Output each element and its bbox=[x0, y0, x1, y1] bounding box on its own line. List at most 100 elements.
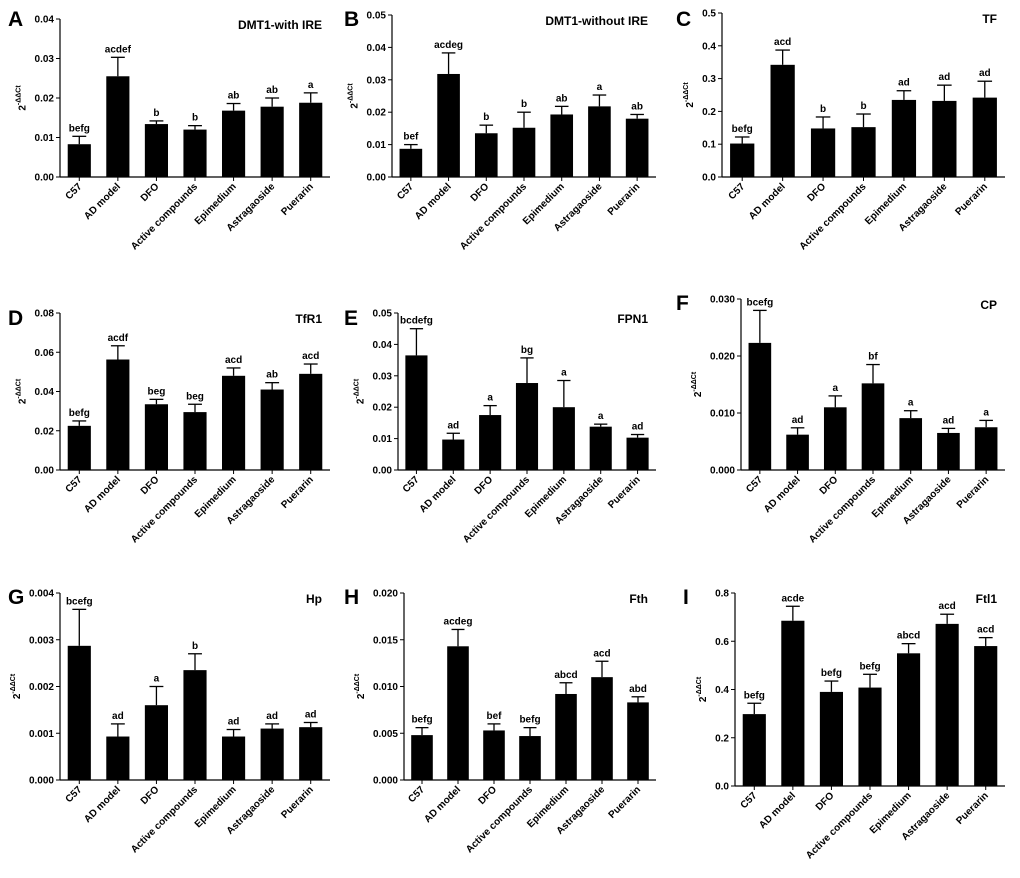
x-tick-label: Active compounds bbox=[129, 784, 200, 855]
x-tick-label: Active compounds bbox=[798, 181, 869, 252]
bar bbox=[899, 418, 923, 470]
y-axis-label: 2-ΔΔCt bbox=[16, 85, 29, 111]
significance-label: b bbox=[521, 99, 527, 110]
x-tick-label: DFO bbox=[814, 790, 837, 813]
significance-label: a bbox=[908, 398, 914, 409]
bar bbox=[591, 677, 613, 780]
x-tick-label: AD model bbox=[747, 181, 788, 222]
y-tick-label: 0.04 bbox=[35, 387, 55, 398]
x-tick-label: AD model bbox=[82, 474, 123, 515]
x-tick-label: DFO bbox=[469, 181, 492, 204]
y-axis-label: 2-ΔΔCt bbox=[348, 83, 361, 109]
x-tick-label: AD model bbox=[82, 784, 123, 825]
bar bbox=[106, 736, 130, 780]
y-tick-label: 0.010 bbox=[710, 409, 735, 420]
bar bbox=[627, 702, 649, 780]
y-tick-label: 0.015 bbox=[373, 635, 398, 646]
significance-label: befg bbox=[821, 668, 842, 679]
x-tick-label: Active compounds bbox=[458, 181, 529, 252]
bar bbox=[474, 133, 498, 177]
significance-label: befg bbox=[519, 715, 540, 726]
significance-label: befg bbox=[859, 661, 880, 672]
y-tick-label: 0.05 bbox=[373, 309, 393, 320]
bar bbox=[144, 124, 168, 177]
y-tick-label: 0.00 bbox=[367, 173, 387, 184]
bar bbox=[550, 114, 574, 177]
y-tick-label: 0.00 bbox=[35, 466, 55, 477]
significance-label: b bbox=[483, 112, 489, 123]
significance-label: befg bbox=[411, 715, 432, 726]
bar bbox=[748, 342, 772, 470]
x-tick-label: Active compounds bbox=[804, 790, 875, 861]
y-tick-label: 0.005 bbox=[373, 729, 398, 740]
significance-label: ad bbox=[979, 68, 991, 79]
significance-label: acdf bbox=[108, 333, 129, 344]
bar bbox=[730, 143, 755, 177]
significance-label: ab bbox=[266, 370, 278, 381]
y-tick-label: 0.010 bbox=[373, 682, 398, 693]
panel-title: TF bbox=[982, 12, 997, 26]
significance-label: bf bbox=[868, 352, 878, 363]
y-axis-label: 2-ΔΔCt bbox=[691, 371, 704, 397]
x-tick-label: Puerarin bbox=[954, 790, 990, 826]
bar bbox=[144, 705, 168, 780]
bar bbox=[891, 99, 917, 177]
bar bbox=[260, 389, 284, 470]
panel-letter: F bbox=[676, 292, 689, 315]
y-tick-label: 0.03 bbox=[367, 75, 387, 86]
bar bbox=[786, 434, 809, 470]
y-tick-label: 0.3 bbox=[702, 74, 716, 85]
panel-title: Hp bbox=[306, 592, 322, 606]
panel-E: E FPN1 0.00 0.01 0.02 0.03 0.04 0.05 2-ΔΔCt bcdef… bbox=[344, 307, 656, 545]
y-tick-label: 0.6 bbox=[715, 637, 729, 648]
panel-letter: D bbox=[8, 307, 23, 330]
x-tick-label: AD model bbox=[762, 474, 803, 515]
y-tick-label: 0.06 bbox=[35, 348, 55, 359]
bar bbox=[106, 76, 130, 177]
x-tick-label: Active compounds bbox=[807, 474, 878, 545]
bar bbox=[67, 144, 91, 177]
panel-F: F CP 0.000 0.010 0.020 0.030 2-ΔΔCt bcefg C57 ad A… bbox=[676, 292, 1005, 545]
x-tick-label: C57 bbox=[727, 181, 748, 202]
y-tick-label: 0.04 bbox=[373, 340, 393, 351]
bar bbox=[447, 646, 469, 780]
bar bbox=[183, 670, 207, 780]
significance-label: b bbox=[820, 104, 826, 115]
x-tick-label: DFO bbox=[139, 474, 162, 497]
x-tick-label: DFO bbox=[818, 474, 841, 497]
x-tick-label: DFO bbox=[139, 181, 162, 204]
significance-label: abd bbox=[629, 684, 647, 695]
bar bbox=[588, 106, 611, 177]
y-tick-label: 0.02 bbox=[373, 403, 393, 414]
bar bbox=[932, 100, 957, 177]
significance-label: abcd bbox=[897, 631, 920, 642]
y-tick-label: 0.003 bbox=[29, 635, 54, 646]
panel-letter: I bbox=[683, 586, 689, 609]
significance-label: b bbox=[860, 101, 866, 112]
y-tick-label: 0.04 bbox=[367, 43, 387, 54]
y-tick-label: 0.004 bbox=[29, 589, 54, 600]
y-tick-label: 0.2 bbox=[702, 107, 716, 118]
bar bbox=[411, 735, 433, 780]
bar bbox=[399, 148, 423, 177]
y-tick-label: 0.020 bbox=[373, 589, 398, 600]
x-tick-label: Puerarin bbox=[607, 784, 643, 820]
x-tick-label: C57 bbox=[744, 474, 765, 495]
significance-label: a bbox=[308, 80, 314, 91]
bar bbox=[861, 383, 885, 470]
significance-label: acd bbox=[977, 625, 994, 636]
bar bbox=[437, 73, 460, 177]
y-tick-label: 0.020 bbox=[710, 352, 735, 363]
significance-label: ad bbox=[792, 415, 804, 426]
bar bbox=[937, 432, 960, 470]
y-tick-label: 0.00 bbox=[35, 173, 55, 184]
y-tick-label: 0.030 bbox=[710, 295, 735, 306]
significance-label: b bbox=[192, 113, 198, 124]
x-tick-label: Active compounds bbox=[129, 474, 200, 545]
significance-label: b bbox=[192, 641, 198, 652]
x-tick-label: C57 bbox=[395, 181, 416, 202]
y-axis-label: 2-ΔΔCt bbox=[683, 82, 696, 108]
panel-C: C TF 0.0 0.1 0.2 0.3 0.4 0.5 2-ΔΔCt befg C57 acd AD … bbox=[676, 8, 1005, 252]
bar bbox=[858, 687, 882, 786]
panel-A: A DMT1-with IRE 0.00 0.01 0.02 0.03 0.04 2-ΔΔCt… bbox=[8, 8, 330, 252]
